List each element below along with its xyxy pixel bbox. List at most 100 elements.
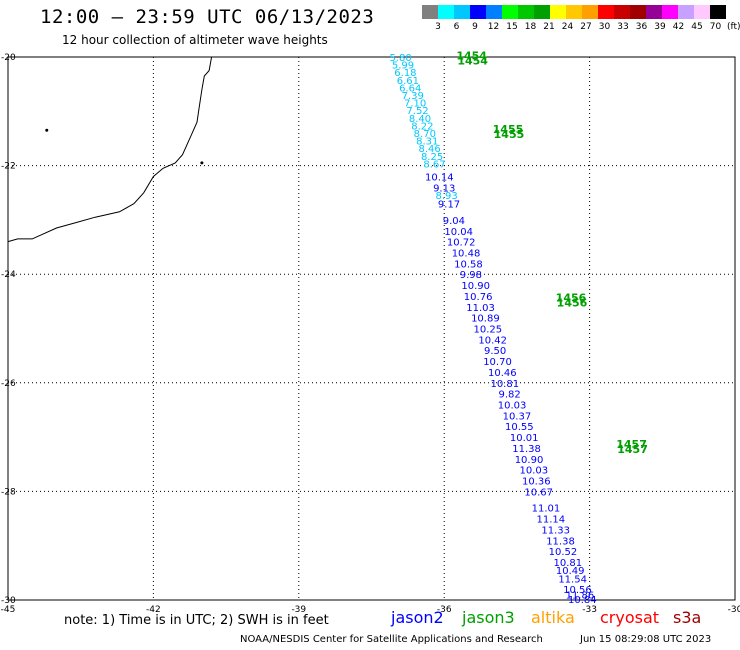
scale-tick-label: 70 bbox=[709, 22, 722, 32]
swh-value-label: 9.04 bbox=[443, 216, 465, 227]
timestamp-text: Jun 15 08:29:08 UTC 2023 bbox=[580, 634, 712, 645]
swh-value-label: 10.52 bbox=[549, 547, 578, 558]
swh-value-label: 9.17 bbox=[438, 200, 460, 211]
scale-tick-label: 9 bbox=[472, 22, 478, 32]
swh-value-label: 8.40 bbox=[409, 114, 431, 125]
pass-number-label: 1457 bbox=[617, 443, 648, 456]
scale-swatch bbox=[678, 5, 694, 19]
coastline bbox=[7, 56, 213, 243]
scale-swatch bbox=[438, 5, 454, 19]
swh-value-label: 11.38 bbox=[546, 536, 575, 547]
swh-value-label: 9.82 bbox=[498, 390, 520, 401]
swh-value-label: 10.36 bbox=[522, 477, 551, 488]
scale-tick-label: 39 bbox=[654, 22, 666, 32]
swh-value-label: 8.31 bbox=[416, 137, 438, 148]
swh-value-label: 10.49 bbox=[556, 566, 585, 577]
scale-tick-label: 45 bbox=[691, 22, 703, 32]
scale-tick-label: 30 bbox=[598, 22, 611, 32]
island bbox=[45, 128, 49, 132]
pass-number-label: 1457 bbox=[616, 438, 647, 451]
swh-value-label: 10.84 bbox=[568, 595, 597, 606]
scale-swatch bbox=[630, 5, 646, 19]
swh-value-label: 10.81 bbox=[490, 379, 519, 390]
scale-swatch bbox=[710, 5, 726, 19]
swh-value-label: 11.14 bbox=[537, 515, 566, 526]
map-subtitle: 12 hour collection of altimeter wave hei… bbox=[62, 33, 328, 47]
swh-value-label: 11.01 bbox=[532, 504, 561, 515]
swh-value-label: 9.50 bbox=[484, 346, 506, 357]
scale-swatch bbox=[662, 5, 678, 19]
pass-number-label: 1456 bbox=[557, 296, 588, 309]
swh-value-label: 10.37 bbox=[503, 411, 532, 422]
lon-tick-label: -39 bbox=[291, 605, 306, 615]
swh-value-label: 5.99 bbox=[392, 61, 414, 72]
swh-value-label: 10.01 bbox=[510, 433, 539, 444]
scale-tick-label: 21 bbox=[543, 22, 555, 32]
swh-value-label: 10.46 bbox=[488, 368, 517, 379]
scale-swatch bbox=[614, 5, 630, 19]
swh-value-label: 10.81 bbox=[553, 558, 582, 569]
map-frame bbox=[7, 56, 736, 601]
swh-value-label: 6.18 bbox=[394, 68, 416, 79]
swh-value-label: 9.98 bbox=[460, 270, 482, 281]
scale-tick-label: 27 bbox=[580, 22, 592, 32]
scale-tick-label: 18 bbox=[524, 22, 537, 32]
satellite-legend-jason3: jason3 bbox=[462, 608, 515, 627]
scale-tick-label: 36 bbox=[635, 22, 648, 32]
swh-value-label: 10.42 bbox=[478, 335, 507, 346]
scale-tick-label: 3 bbox=[435, 22, 441, 32]
scale-swatch bbox=[502, 5, 518, 19]
scale-swatch bbox=[598, 5, 614, 19]
swh-value-label: 7.10 bbox=[404, 99, 426, 110]
lon-tick-label: -36 bbox=[437, 605, 452, 615]
credit-text: NOAA/NESDIS Center for Satellite Applica… bbox=[240, 634, 543, 645]
note-text: note: 1) Time is in UTC; 2) SWH is in fe… bbox=[64, 613, 329, 628]
scale-swatch bbox=[422, 5, 438, 19]
swh-value-label: 10.25 bbox=[473, 325, 502, 336]
swh-value-label: 6.64 bbox=[399, 83, 421, 94]
swh-value-label: 10.55 bbox=[505, 422, 534, 433]
satellite-legend-altika: altika bbox=[531, 608, 575, 627]
swh-value-label: 7.39 bbox=[402, 91, 424, 102]
swh-value-label: 10.58 bbox=[454, 259, 483, 270]
scale-tick-label: 24 bbox=[561, 22, 574, 32]
swh-value-label: 11.03 bbox=[466, 303, 495, 314]
swh-value-label: 8.46 bbox=[419, 144, 441, 155]
lat-tick-label: -24 bbox=[1, 270, 16, 280]
lon-tick-label: -30 bbox=[728, 605, 740, 615]
swh-value-label: 8.22 bbox=[411, 121, 433, 132]
swh-value-label: 8.70 bbox=[414, 129, 436, 140]
pass-number-label: 1455 bbox=[493, 123, 524, 136]
map-title: 12:00 – 23:59 UTC 06/13/2023 bbox=[40, 6, 375, 28]
satellite-legend-s3a: s3a bbox=[673, 608, 702, 627]
pass-number-label: 1455 bbox=[494, 128, 525, 141]
scale-swatch bbox=[470, 5, 486, 19]
lon-tick-label: -33 bbox=[582, 605, 597, 615]
swh-value-label: 7.52 bbox=[406, 106, 428, 117]
swh-value-label: 10.48 bbox=[452, 248, 481, 259]
swh-value-label: 10.03 bbox=[498, 401, 527, 412]
swh-value-label: 5.80 bbox=[389, 53, 411, 64]
scale-tick-label: 42 bbox=[672, 22, 685, 32]
lat-tick-label: -30 bbox=[1, 596, 16, 606]
swh-value-label: 11.54 bbox=[558, 574, 587, 585]
pass-number-label: 1454 bbox=[457, 55, 488, 68]
pass-number-label: 1454 bbox=[456, 50, 487, 63]
scale-tick-label: 6 bbox=[453, 22, 460, 32]
swh-value-label: 11.33 bbox=[541, 525, 570, 536]
lat-tick-label: -20 bbox=[1, 53, 16, 63]
scale-swatch bbox=[550, 5, 566, 19]
satellite-legend-cryosat: cryosat bbox=[600, 608, 660, 627]
swh-value-label: 11.38 bbox=[512, 444, 541, 455]
pass-number-label: 1456 bbox=[556, 291, 587, 304]
scale-swatch bbox=[646, 5, 662, 19]
swh-value-label: 8.67 bbox=[423, 159, 445, 170]
swh-value-label: 10.14 bbox=[425, 172, 454, 183]
scale-swatch bbox=[582, 5, 598, 19]
swh-value-label: 11.86 bbox=[566, 591, 595, 602]
scale-swatch bbox=[534, 5, 550, 19]
scale-swatch bbox=[566, 5, 582, 19]
scale-tick-label: 33 bbox=[617, 22, 629, 32]
